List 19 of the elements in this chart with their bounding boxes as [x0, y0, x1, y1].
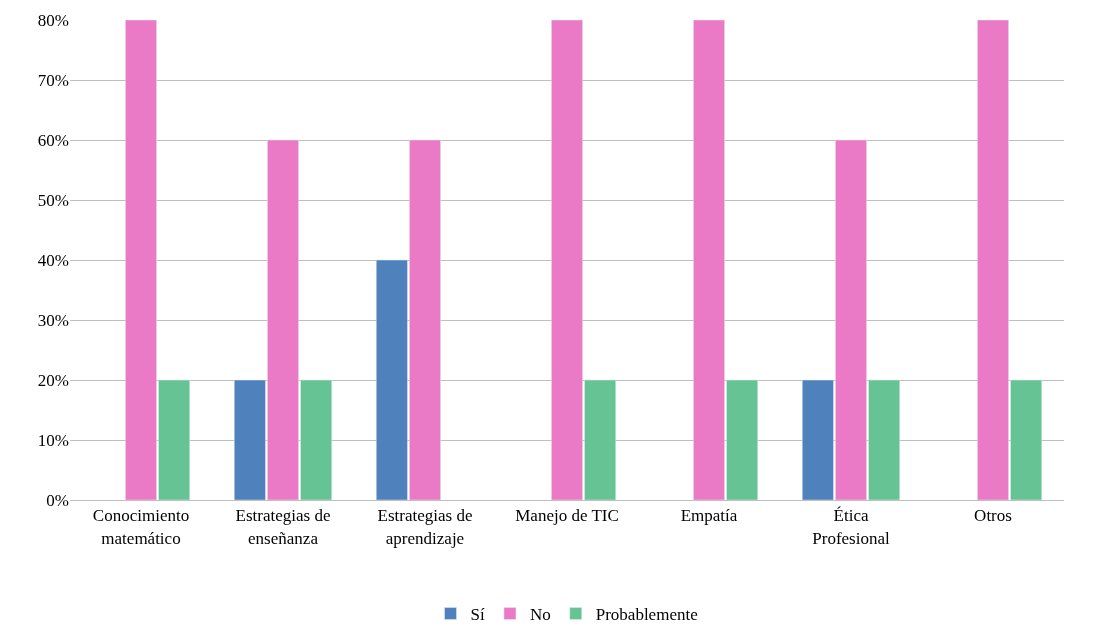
x-tick-label: Manejo de TIC: [515, 506, 619, 526]
y-tick-label: 50%: [37, 190, 69, 210]
x-tick-label: Estrategias de aprendizaje: [377, 506, 473, 548]
x-tick-label: Conocimiento matemático: [92, 506, 190, 548]
x-tick-label: Empatía: [680, 506, 738, 526]
y-tick-label: 80%: [37, 10, 69, 30]
legend-label: Probablemente: [595, 605, 698, 625]
x-tick-label: Ética Profesional: [812, 506, 890, 548]
legend-label: Sí: [470, 605, 485, 625]
x-tick-label: Otros: [974, 506, 1012, 526]
y-tick-label: 70%: [37, 70, 69, 90]
y-tick-label: 30%: [37, 310, 69, 330]
y-tick-label: 40%: [37, 250, 69, 270]
y-tick-label: 20%: [37, 370, 69, 390]
y-tick-label: 60%: [37, 130, 69, 150]
y-tick-label: 10%: [37, 430, 69, 450]
legend-label: No: [529, 605, 551, 625]
y-tick-label: 0%: [46, 490, 69, 510]
x-tick-label: Estrategias de enseñanza: [235, 506, 331, 548]
